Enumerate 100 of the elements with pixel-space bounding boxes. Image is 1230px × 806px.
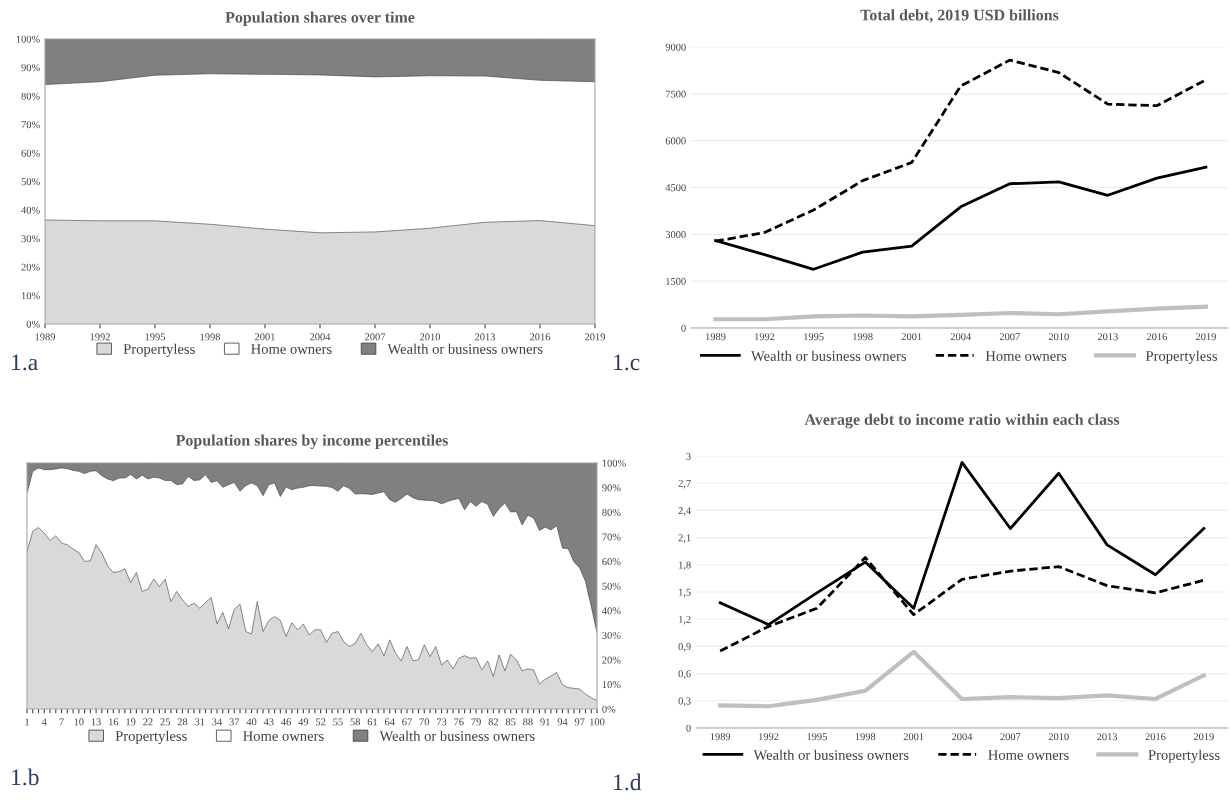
x-tick-label: 61 <box>367 718 378 726</box>
x-tick-label: 40 <box>246 718 257 726</box>
x-tick-label: 16 <box>109 718 119 726</box>
x-tick-label: 46 <box>281 718 291 726</box>
x-tick-label: 1995 <box>807 733 827 741</box>
x-tick-label: 2013 <box>1097 733 1118 741</box>
y-tick-label: 80% <box>602 508 621 516</box>
x-tick-label: 19 <box>126 718 136 726</box>
y-tick-label: 20% <box>602 656 621 664</box>
x-tick-label: 2016 <box>1145 733 1166 741</box>
text: 1.d <box>614 773 642 791</box>
x-tick-label: 1998 <box>200 333 221 341</box>
legend-label: Propertyless <box>1148 749 1220 763</box>
x-tick-label: 28 <box>177 718 188 726</box>
legend-label: Propertyless <box>1145 350 1218 364</box>
x-tick-label: 25 <box>160 718 170 726</box>
text: 1.a <box>12 354 38 371</box>
chart-title: Total debt, 2019 USD billions <box>860 9 1059 23</box>
line-series <box>713 304 1209 322</box>
x-tick-label: 52 <box>316 718 326 726</box>
legend-label: Propertyless <box>123 343 195 357</box>
y-tick-label: 2,7 <box>678 479 691 489</box>
x-tick-label: 7 <box>59 718 64 726</box>
y-tick-label: 2,4 <box>678 507 691 516</box>
x-tick-label: 13 <box>91 718 101 726</box>
x-tick-label: 2001 <box>255 333 275 341</box>
y-tick-label: 3 <box>686 452 691 460</box>
text: 1.c <box>614 354 640 371</box>
y-tick-label: 2,1 <box>678 534 691 543</box>
x-tick-label: 2010 <box>420 333 441 341</box>
y-tick-label: 0% <box>26 320 40 328</box>
legend-label: Wealth or business owners <box>379 730 535 741</box>
x-tick-label: 73 <box>437 718 447 726</box>
x-tick-label: 49 <box>298 718 309 726</box>
x-tick-label: 2010 <box>1048 333 1069 341</box>
y-tick-label: 0 <box>686 724 691 732</box>
x-tick-label: 2007 <box>1000 733 1021 741</box>
x-tick-label: 31 <box>195 718 205 726</box>
legend-label: Home owners <box>988 750 1069 760</box>
x-tick-label: 1992 <box>90 333 110 341</box>
x-tick-label: 1995 <box>804 333 824 341</box>
legend-label: Home owners <box>985 351 1067 361</box>
legend-label: Wealth or business owners <box>387 343 543 354</box>
y-tick-label: 100% <box>16 35 40 43</box>
y-tick-label: 30% <box>602 631 621 639</box>
y-tick-label: 0,9 <box>678 643 691 652</box>
x-tick-label: 76 <box>454 718 464 726</box>
x-tick-label: 1998 <box>855 733 876 741</box>
y-tick-label: 30% <box>21 235 40 243</box>
y-tick-label: 6000 <box>665 137 686 145</box>
x-tick-label: 2007 <box>999 333 1020 341</box>
y-tick-label: 4500 <box>665 184 686 192</box>
y-tick-label: 7500 <box>665 90 686 98</box>
x-tick-label: 1995 <box>145 333 166 341</box>
y-tick-label: 0% <box>602 705 616 713</box>
y-tick-label: 20% <box>21 263 40 271</box>
x-tick-label: 2007 <box>365 333 386 341</box>
y-tick-label: 3000 <box>665 231 686 239</box>
x-tick-label: 2004 <box>952 733 973 741</box>
x-tick-label: 22 <box>143 718 153 726</box>
x-tick-label: 2001 <box>903 733 924 741</box>
x-tick-label: 85 <box>505 718 516 726</box>
x-tick-label: 2010 <box>1048 733 1069 741</box>
y-tick-label: 50% <box>21 178 40 186</box>
y-tick-label: 40% <box>602 607 621 615</box>
y-tick-label: 60% <box>602 558 621 566</box>
x-tick-label: 64 <box>384 718 395 726</box>
x-tick-label: 55 <box>333 718 343 726</box>
line-series <box>718 649 1206 709</box>
x-tick-label: 2019 <box>1195 333 1216 341</box>
y-tick-label: 0,6 <box>678 670 691 679</box>
x-tick-label: 37 <box>229 718 240 726</box>
y-tick-label: 50% <box>602 582 621 590</box>
y-tick-label: 70% <box>602 533 621 541</box>
x-tick-label: 1992 <box>755 333 775 341</box>
x-tick-label: 94 <box>557 718 568 726</box>
x-tick-label: 43 <box>263 718 274 726</box>
x-tick-label: 2013 <box>1097 333 1118 341</box>
y-tick-label: 60% <box>21 149 40 157</box>
x-tick-label: 79 <box>471 718 481 726</box>
x-tick-label: 1989 <box>35 333 55 341</box>
x-tick-label: 2013 <box>475 333 496 341</box>
x-tick-label: 1989 <box>710 733 731 741</box>
y-tick-label: 90% <box>21 64 40 72</box>
x-tick-label: 67 <box>402 718 412 726</box>
y-tick-label: 100% <box>602 459 626 467</box>
x-tick-label: 10 <box>74 718 84 726</box>
y-tick-label: 1500 <box>666 277 686 285</box>
x-tick-label: 2016 <box>1146 333 1167 341</box>
y-tick-label: 70% <box>21 121 40 129</box>
y-tick-label: 90% <box>602 484 621 492</box>
y-tick-label: 1,2 <box>679 615 691 625</box>
y-tick-label: 80% <box>21 92 40 100</box>
x-tick-label: 70 <box>419 718 430 726</box>
x-tick-label: 97 <box>574 718 585 726</box>
y-tick-label: 1,8 <box>679 561 691 571</box>
x-tick-label: 1989 <box>706 333 726 341</box>
x-tick-label: 2004 <box>950 333 971 341</box>
x-tick-label: 1998 <box>853 333 873 341</box>
y-tick-label: 0 <box>681 324 686 332</box>
